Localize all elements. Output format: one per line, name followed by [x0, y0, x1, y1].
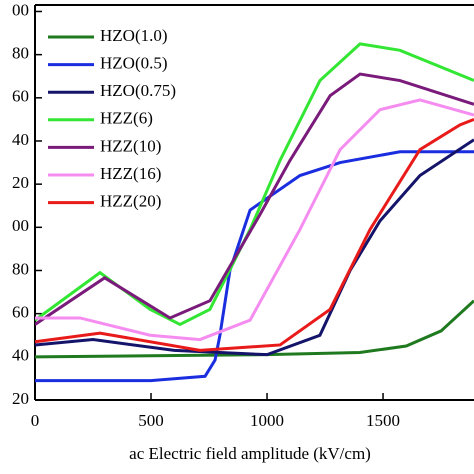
- x-tick-label: 500: [138, 411, 164, 430]
- legend-label: HZO(0.5): [100, 54, 168, 73]
- line-series: [35, 72, 474, 326]
- legend-label: HZZ(16): [100, 164, 161, 183]
- y-tick-label: 40: [12, 346, 29, 365]
- y-tick-label: 20: [12, 389, 29, 408]
- y-tick-label: 60: [12, 87, 29, 106]
- legend-label: HZZ(10): [100, 136, 161, 155]
- y-tick-label: 80: [12, 44, 29, 63]
- y-tick-label: 60: [12, 303, 29, 322]
- legend-label: HZZ(20): [100, 192, 161, 211]
- line-series: [35, 98, 474, 342]
- y-tick-label: 40: [12, 130, 29, 149]
- x-tick-label: 1000: [250, 411, 284, 430]
- legend-label: HZZ(6): [100, 109, 153, 128]
- line-series: [35, 138, 474, 357]
- plot-area: [35, 42, 474, 383]
- x-axis-label: ac Electric field amplitude (kV/cm): [129, 444, 371, 463]
- line-series: [35, 299, 474, 359]
- legend-label: HZO(0.75): [100, 81, 176, 100]
- y-tick-label: 20: [12, 173, 29, 192]
- x-tick-label: 1500: [366, 411, 400, 430]
- legend-label: HZO(1.0): [100, 26, 168, 45]
- line-series: [35, 118, 474, 352]
- y-tick-label: 00: [12, 216, 29, 235]
- y-tick-label: 80: [12, 259, 29, 278]
- y-tick-label: 00: [12, 0, 29, 19]
- x-tick-label: 0: [31, 411, 40, 430]
